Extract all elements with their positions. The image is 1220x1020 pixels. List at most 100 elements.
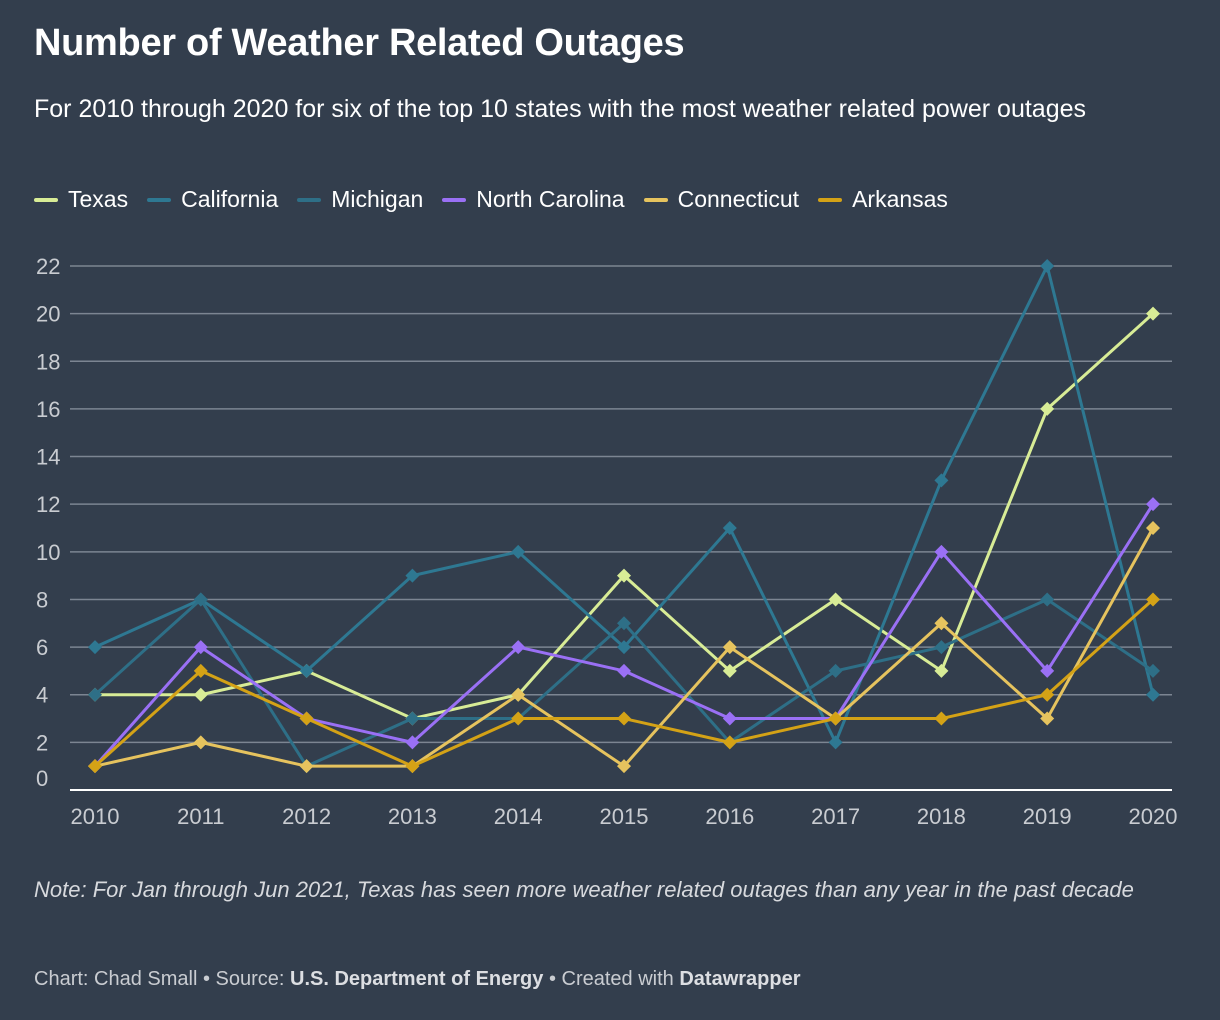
x-tick-label: 2014 (494, 804, 543, 829)
y-tick-label: 22 (36, 254, 60, 279)
legend-swatch (643, 197, 668, 202)
series-arkansas (88, 592, 1160, 774)
data-point-california (617, 640, 631, 655)
data-point-arkansas (1040, 687, 1055, 702)
data-point-texas (722, 663, 737, 678)
legend-item-michigan: Michigan (297, 186, 423, 213)
data-point-north-carolina (722, 711, 737, 726)
legend-label: Texas (68, 186, 129, 212)
chart-note: Note: For Jan through Jun 2021, Texas ha… (34, 877, 1134, 902)
legend-swatch (34, 197, 58, 202)
y-tick-label: 14 (36, 445, 60, 470)
gridlines (70, 265, 1172, 791)
x-tick-label: 2010 (71, 804, 120, 829)
data-point-california (1040, 259, 1055, 273)
chart-title: Number of Weather Related Outages (34, 22, 685, 64)
data-point-texas (193, 687, 208, 702)
legend-label: California (181, 186, 279, 212)
y-tick-label: 2 (36, 730, 48, 755)
legend-item-arkansas: Arkansas (818, 186, 948, 213)
data-point-michigan (1146, 663, 1160, 678)
y-tick-label: 10 (36, 540, 60, 565)
data-point-california (511, 544, 526, 559)
y-tick-label: 6 (36, 635, 48, 660)
data-point-california (405, 568, 420, 583)
data-point-arkansas (722, 735, 737, 750)
y-tick-label: 4 (36, 683, 48, 708)
data-point-arkansas (88, 759, 102, 774)
legend-item-connecticut: Connecticut (643, 186, 800, 213)
data-point-north-carolina (934, 544, 949, 559)
x-tick-label: 2019 (1023, 804, 1072, 829)
x-tick-label: 2015 (600, 804, 649, 829)
data-point-connecticut (299, 759, 314, 774)
footer-credit: Chart: Chad Small • Source: (34, 968, 290, 990)
data-point-connecticut (1146, 521, 1160, 535)
y-tick-label: 18 (36, 349, 60, 374)
y-tick-label: 16 (36, 397, 60, 422)
data-point-texas (617, 568, 631, 583)
data-point-california (1146, 687, 1160, 702)
x-tick-label: 2017 (811, 804, 860, 829)
legend-item-california: California (147, 186, 278, 213)
legend-label: Michigan (331, 186, 424, 212)
data-point-north-carolina (1040, 663, 1055, 678)
data-point-north-carolina (511, 640, 526, 655)
series-texas (88, 306, 1160, 726)
chart-footer: Chart: Chad Small • Source: U.S. Departm… (34, 968, 801, 991)
chart-legend: Texas California Michigan North Carolina Con… (34, 186, 967, 213)
series-north-carolina (88, 497, 1160, 774)
data-point-texas (828, 592, 843, 607)
chart-subtitle: For 2010 through 2020 for six of the top… (34, 95, 1087, 123)
data-point-arkansas (299, 711, 314, 726)
x-tick-label: 2013 (388, 804, 437, 829)
line-chart: 0 2 4 6 8 10 12 14 16 18 20 22 2010 2011 2012 2013 2014… (36, 254, 1178, 829)
legend-label: Connecticut (677, 186, 800, 212)
x-tick-label: 2011 (177, 804, 224, 829)
x-tick-label: 2016 (705, 804, 754, 829)
y-tick-label: 0 (36, 766, 48, 791)
y-axis-ticks: 0 2 4 6 8 10 12 14 16 18 20 22 (36, 254, 60, 791)
data-point-california (88, 640, 102, 655)
data-point-texas (1040, 401, 1055, 416)
data-point-arkansas (405, 759, 420, 774)
data-point-michigan (934, 640, 949, 655)
data-point-michigan (193, 592, 208, 607)
data-point-north-carolina (617, 663, 631, 678)
y-tick-label: 8 (36, 587, 48, 612)
data-point-california (828, 735, 843, 750)
data-point-michigan (828, 663, 843, 678)
x-tick-label: 2020 (1129, 804, 1178, 829)
data-point-connecticut (722, 640, 737, 655)
legend-item-texas: Texas (34, 186, 128, 213)
data-point-connecticut (511, 687, 526, 702)
data-point-arkansas (1146, 592, 1160, 607)
legend-label: North Carolina (476, 186, 625, 212)
legend-swatch (818, 197, 843, 202)
data-point-connecticut (193, 735, 208, 750)
footer-source[interactable]: U.S. Department of Energy (290, 968, 544, 990)
data-point-michigan (1040, 592, 1055, 607)
y-tick-label: 20 (36, 302, 60, 327)
data-point-california (934, 473, 949, 488)
legend-swatch (147, 197, 172, 202)
x-tick-label: 2018 (917, 804, 966, 829)
legend-swatch (297, 197, 322, 202)
data-point-michigan (617, 616, 631, 631)
data-point-texas (934, 663, 949, 678)
data-point-connecticut (617, 759, 631, 774)
series-lines (88, 259, 1160, 774)
data-point-texas (1146, 306, 1160, 321)
legend-item-north-carolina: North Carolina (442, 186, 625, 213)
data-point-arkansas (193, 663, 208, 678)
data-point-north-carolina (405, 735, 420, 750)
x-axis-ticks: 2010 2011 2012 2013 2014 2015 2016 2017 2018 2019… (71, 804, 1178, 829)
data-point-arkansas (828, 711, 843, 726)
data-point-connecticut (1040, 711, 1055, 726)
legend-label: Arkansas (852, 186, 948, 212)
data-point-north-carolina (1146, 497, 1160, 512)
series-california (88, 259, 1160, 750)
series-michigan (88, 592, 1160, 774)
footer-tool[interactable]: Datawrapper (679, 968, 801, 990)
legend-swatch (442, 197, 467, 202)
